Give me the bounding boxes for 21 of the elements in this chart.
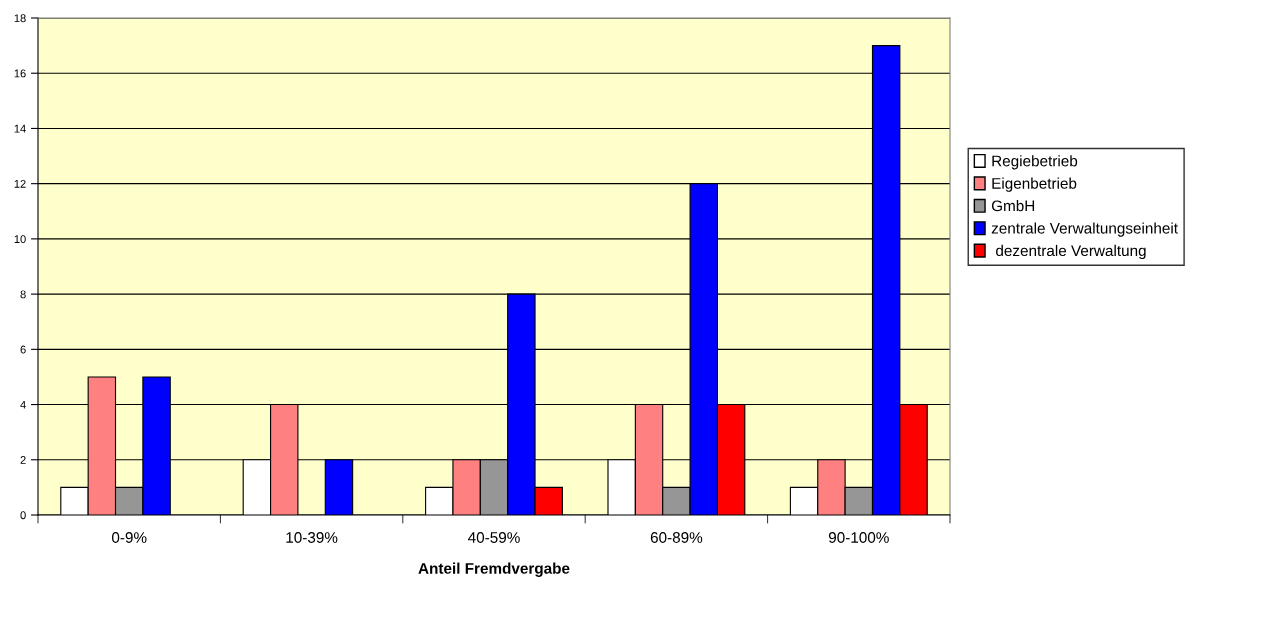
y-tick-label: 4 [20,400,26,409]
x-tick-label: 60-89% [650,532,703,543]
x-tick-label: 40-59% [468,532,520,543]
legend-label: zentrale Verwaltungseinheit [991,222,1178,237]
x-axis-title: Anteil Fremdvergabe [418,562,570,577]
y-tick-label: 10 [14,235,26,244]
y-tick-label: 16 [14,69,26,78]
x-tick-label: 10-39% [286,532,338,543]
x-tick-label: 0-9% [111,532,147,543]
y-tick-label: 2 [20,456,26,464]
legend-label: dezentrale Verwaltung [996,244,1146,260]
y-tick-label: 6 [20,345,26,354]
legend-label: Eigenbetrieb [992,177,1077,192]
legend-label: GmbH [991,200,1035,212]
y-tick-label: 12 [14,179,26,188]
legend-label: Regiebetrieb [992,155,1078,170]
y-tick-label: 14 [14,124,26,133]
y-tick-label: 8 [20,290,26,299]
x-tick-label: 90-100% [828,532,889,543]
y-tick-label: 0 [20,511,26,520]
y-tick-label: 18 [14,14,26,23]
